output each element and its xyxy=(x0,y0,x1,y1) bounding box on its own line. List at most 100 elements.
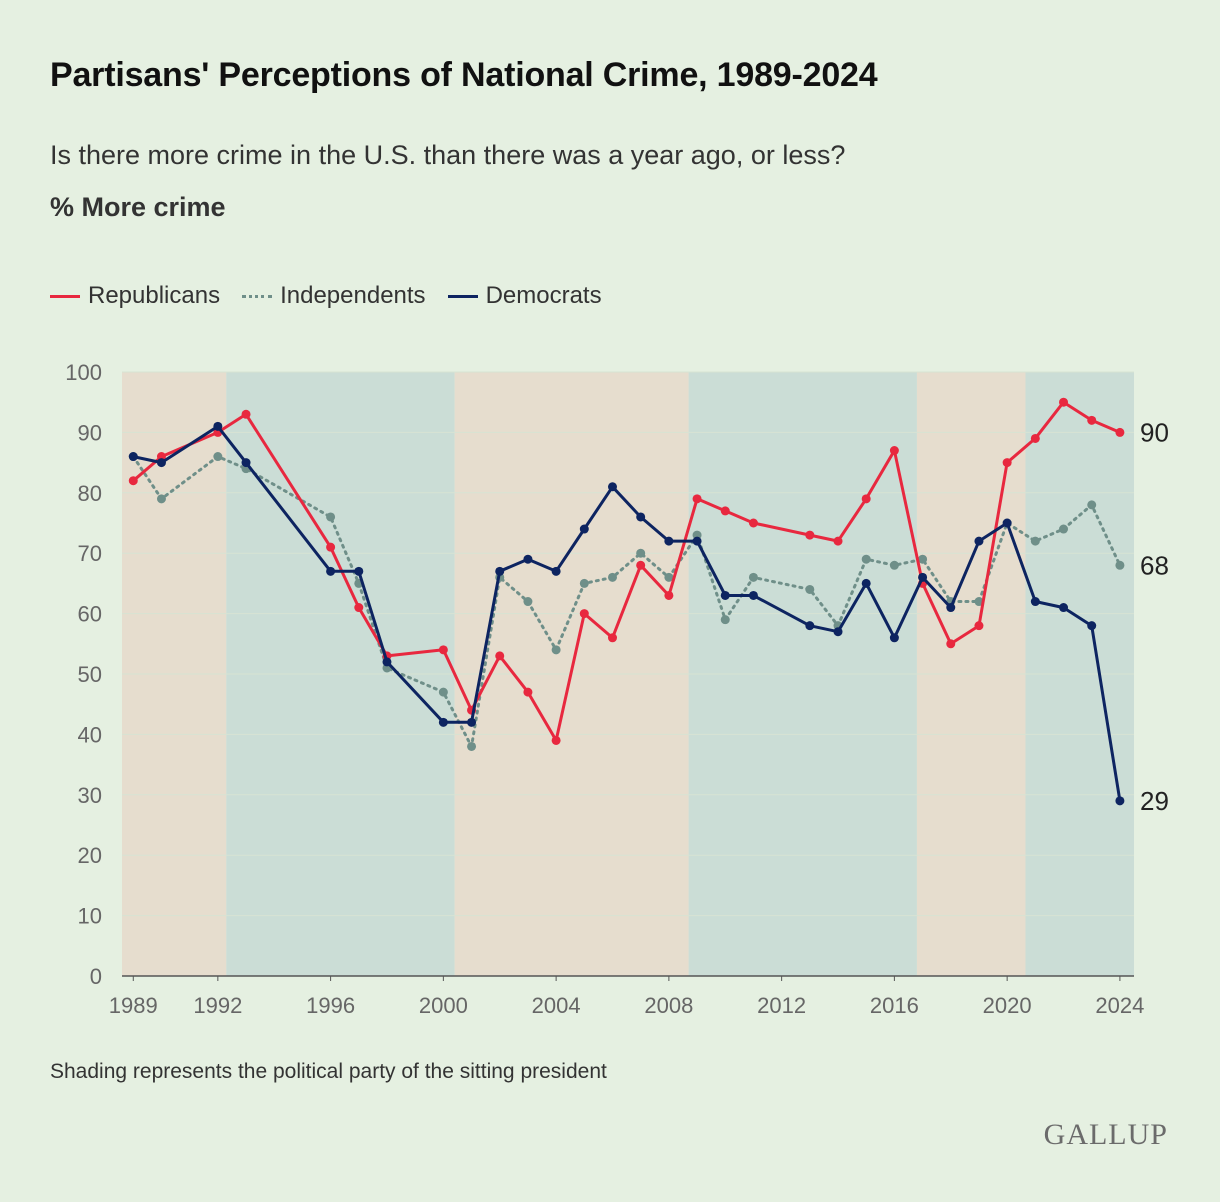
x-tick-label: 2020 xyxy=(983,993,1032,1018)
data-point-independents xyxy=(579,578,589,588)
data-point-independents xyxy=(805,584,815,594)
end-label-democrats: 29 xyxy=(1140,786,1169,816)
data-point-democrats xyxy=(551,566,561,576)
data-point-independents xyxy=(551,645,561,655)
data-point-democrats xyxy=(664,536,674,546)
data-point-democrats xyxy=(692,536,702,546)
data-point-republicans xyxy=(523,687,533,697)
data-point-republicans xyxy=(551,735,561,745)
data-point-independents xyxy=(861,554,871,564)
data-point-republicans xyxy=(636,560,646,570)
legend: Republicans Independents Democrats xyxy=(50,282,602,310)
data-point-independents xyxy=(664,572,674,582)
data-point-republicans xyxy=(664,590,674,600)
data-point-republicans xyxy=(1059,397,1069,407)
legend-item-republicans: Republicans xyxy=(50,282,220,310)
legend-label-democrats: Democrats xyxy=(485,282,602,309)
data-point-democrats xyxy=(438,717,448,727)
data-point-democrats xyxy=(1002,518,1012,528)
legend-item-democrats: Democrats xyxy=(447,282,602,310)
data-point-independents xyxy=(748,572,758,582)
y-tick-label: 0 xyxy=(90,964,102,989)
data-point-republicans xyxy=(974,621,984,631)
y-tick-label: 40 xyxy=(78,722,102,747)
data-point-independents xyxy=(974,597,984,607)
data-point-democrats xyxy=(213,421,223,431)
data-point-democrats xyxy=(467,717,477,727)
shading-note: Shading represents the political party o… xyxy=(50,1060,607,1083)
data-point-independents xyxy=(467,741,477,751)
legend-item-independents: Independents xyxy=(242,282,426,310)
data-point-republicans xyxy=(1087,415,1097,425)
legend-label-independents: Independents xyxy=(280,282,426,309)
data-point-independents xyxy=(1030,536,1040,546)
data-point-independents xyxy=(636,548,646,558)
data-point-republicans xyxy=(720,506,730,516)
data-point-republicans xyxy=(1002,458,1012,468)
data-point-republicans xyxy=(326,542,336,552)
data-point-republicans xyxy=(354,603,364,613)
data-point-independents xyxy=(889,560,899,570)
data-point-democrats xyxy=(156,458,166,468)
data-point-democrats xyxy=(974,536,984,546)
legend-label-republicans: Republicans xyxy=(88,282,221,309)
data-point-democrats xyxy=(805,621,815,631)
data-point-independents xyxy=(1087,500,1097,510)
data-point-independents xyxy=(523,597,533,607)
y-tick-label: 50 xyxy=(78,662,102,687)
data-point-independents xyxy=(156,494,166,504)
data-point-democrats xyxy=(946,603,956,613)
data-point-independents xyxy=(1059,524,1069,534)
data-point-democrats xyxy=(889,633,899,643)
data-point-democrats xyxy=(607,482,617,492)
data-point-independents xyxy=(918,554,928,564)
chart-subtitle: Is there more crime in the U.S. than the… xyxy=(50,140,846,170)
data-point-republicans xyxy=(438,645,448,655)
legend-swatch-republicans xyxy=(50,294,80,298)
data-point-independents xyxy=(1115,560,1125,570)
data-point-republicans xyxy=(128,476,138,486)
data-point-democrats xyxy=(720,590,730,600)
x-tick-label: 2012 xyxy=(757,993,806,1018)
data-point-democrats xyxy=(241,458,251,468)
data-point-democrats xyxy=(354,566,364,576)
x-tick-label: 2024 xyxy=(1095,993,1144,1018)
data-point-republicans xyxy=(946,639,956,649)
data-point-democrats xyxy=(326,566,336,576)
data-point-democrats xyxy=(1087,621,1097,631)
legend-swatch-independents xyxy=(242,294,273,298)
data-point-democrats xyxy=(128,452,138,462)
end-label-independents: 68 xyxy=(1140,550,1169,580)
y-tick-label: 80 xyxy=(78,481,102,506)
x-tick-label: 1989 xyxy=(109,993,158,1018)
end-label-republicans: 90 xyxy=(1140,417,1169,447)
data-point-republicans xyxy=(692,494,702,504)
data-point-democrats xyxy=(1059,603,1069,613)
x-tick-label: 2016 xyxy=(870,993,919,1018)
data-point-democrats xyxy=(918,572,928,582)
data-point-democrats xyxy=(861,578,871,588)
data-point-republicans xyxy=(241,409,251,419)
line-chart: 0 10 20 30 40 50 60 70 80 90 100 1989 1992 1996 2000 20… xyxy=(65,360,1169,1018)
y-tick-label: 60 xyxy=(78,602,102,627)
y-tick-label: 10 xyxy=(78,904,102,929)
gallup-logo: GALLUP xyxy=(1043,1118,1168,1151)
measure-label: % More crime xyxy=(50,192,226,222)
data-point-republicans xyxy=(833,536,843,546)
data-point-republicans xyxy=(495,651,505,661)
data-point-democrats xyxy=(833,627,843,637)
data-point-democrats xyxy=(579,524,589,534)
legend-swatch-democrats xyxy=(447,294,478,298)
data-point-independents xyxy=(438,687,448,697)
y-tick-label: 90 xyxy=(78,420,102,445)
data-point-republicans xyxy=(805,530,815,540)
data-point-republicans xyxy=(1115,427,1125,437)
data-point-republicans xyxy=(607,633,617,643)
x-tick-label: 2000 xyxy=(419,993,468,1018)
chart-title: Partisans' Perceptions of National Crime… xyxy=(50,56,878,94)
data-point-republicans xyxy=(861,494,871,504)
x-tick-label: 1996 xyxy=(306,993,355,1018)
data-point-democrats xyxy=(748,590,758,600)
data-point-republicans xyxy=(748,518,758,528)
data-point-democrats xyxy=(636,512,646,522)
